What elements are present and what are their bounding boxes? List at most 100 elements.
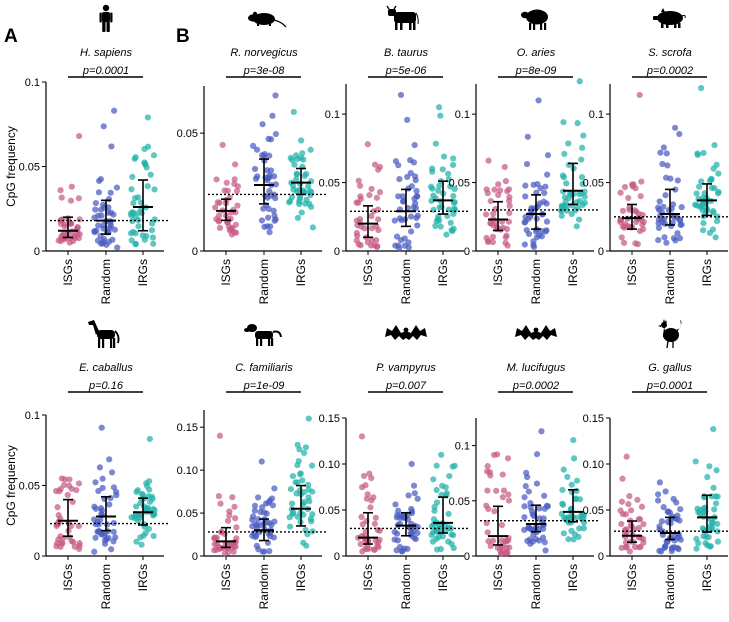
data-point: [499, 494, 507, 501]
data-point: [233, 187, 241, 195]
data-point: [266, 520, 273, 527]
data-point: [290, 509, 297, 516]
data-point: [305, 183, 312, 190]
data-point: [704, 473, 711, 481]
p-value-label: p=3e-08: [243, 65, 286, 77]
data-point: [355, 177, 362, 184]
data-point: [445, 170, 452, 177]
p-value-label: p=0.0001: [82, 65, 129, 77]
data-point: [356, 215, 364, 223]
data-point: [53, 543, 60, 550]
data-point: [358, 513, 365, 520]
data-point: [301, 172, 308, 179]
data-point: [435, 213, 442, 220]
data-point: [360, 472, 368, 480]
data-point: [266, 548, 273, 555]
data-point: [663, 174, 670, 181]
data-point: [631, 543, 639, 551]
data-point: [133, 503, 140, 510]
data-point: [128, 514, 135, 521]
data-point: [411, 141, 418, 149]
y-tick-label: 0: [192, 551, 198, 563]
species-title: R. norvegicus: [230, 47, 298, 59]
data-point: [450, 192, 457, 200]
data-point: [135, 194, 142, 201]
data-point: [57, 485, 64, 493]
data-point: [225, 541, 233, 548]
data-point: [144, 114, 151, 121]
data-point: [305, 494, 312, 501]
data-point: [714, 213, 721, 220]
data-point: [543, 502, 551, 509]
data-point: [429, 185, 436, 192]
x-tick-label: ISGs: [491, 564, 505, 591]
p-value-label: p=0.0002: [646, 65, 693, 77]
dog-icon: [243, 323, 282, 347]
data-point: [568, 210, 575, 218]
x-tick-label: ISGs: [361, 564, 375, 591]
data-point: [134, 487, 142, 494]
data-point: [542, 547, 549, 554]
data-point: [579, 144, 586, 151]
data-point: [433, 535, 440, 542]
data-point: [270, 207, 277, 214]
data-point: [541, 539, 548, 546]
data-point: [64, 491, 71, 499]
data-point: [540, 515, 547, 522]
data-point: [521, 503, 528, 510]
data-point: [674, 177, 681, 184]
data-point: [500, 487, 508, 494]
data-point: [128, 237, 135, 244]
data-point: [138, 541, 145, 548]
data-point: [294, 214, 302, 222]
data-point: [300, 449, 308, 457]
y-tick-label: 0.05: [583, 505, 604, 517]
data-point: [133, 538, 140, 545]
data-point: [110, 528, 117, 535]
data-point: [230, 548, 237, 555]
data-point: [709, 519, 716, 527]
data-point: [366, 191, 373, 199]
y-tick-label: 0.10: [319, 459, 340, 471]
data-point: [655, 497, 662, 504]
data-point: [216, 224, 224, 232]
data-point: [232, 161, 239, 168]
data-point: [399, 193, 406, 200]
data-point: [271, 191, 278, 198]
data-point: [105, 238, 113, 245]
data-point: [135, 512, 142, 519]
data-point: [233, 524, 240, 531]
data-point: [367, 504, 374, 511]
data-point: [625, 194, 632, 202]
data-point: [376, 189, 384, 196]
data-point: [132, 240, 139, 247]
data-point: [298, 137, 305, 144]
data-point: [655, 237, 662, 244]
data-point: [698, 85, 705, 92]
data-point: [570, 436, 577, 444]
data-point: [502, 178, 510, 185]
data-point: [374, 243, 381, 250]
data-point: [538, 233, 546, 240]
data-point: [447, 183, 454, 190]
data-point: [700, 149, 707, 157]
data-point: [150, 532, 157, 540]
data-point: [713, 500, 720, 507]
data-point: [710, 484, 717, 491]
data-point: [499, 471, 506, 478]
data-point: [506, 202, 513, 209]
data-point: [397, 91, 405, 99]
x-tick-label: IRGs: [700, 259, 714, 286]
data-point: [693, 545, 700, 552]
data-point: [435, 104, 443, 111]
data-point: [267, 167, 275, 174]
data-point: [216, 199, 223, 206]
data-point: [271, 485, 278, 492]
data-point: [506, 193, 513, 201]
data-point: [708, 493, 715, 500]
fruit-bat-icon: [385, 325, 427, 340]
y-tick-label: 0.1: [25, 77, 40, 89]
x-tick-label: ISGs: [491, 259, 505, 286]
data-point: [617, 189, 624, 196]
data-point: [626, 548, 633, 555]
